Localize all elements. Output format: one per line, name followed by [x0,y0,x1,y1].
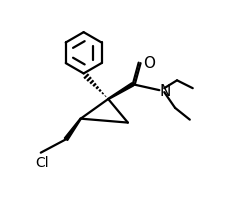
Text: O: O [144,56,156,71]
Polygon shape [108,83,134,100]
Polygon shape [64,118,81,140]
Text: N: N [160,84,171,99]
Text: Cl: Cl [36,156,49,170]
